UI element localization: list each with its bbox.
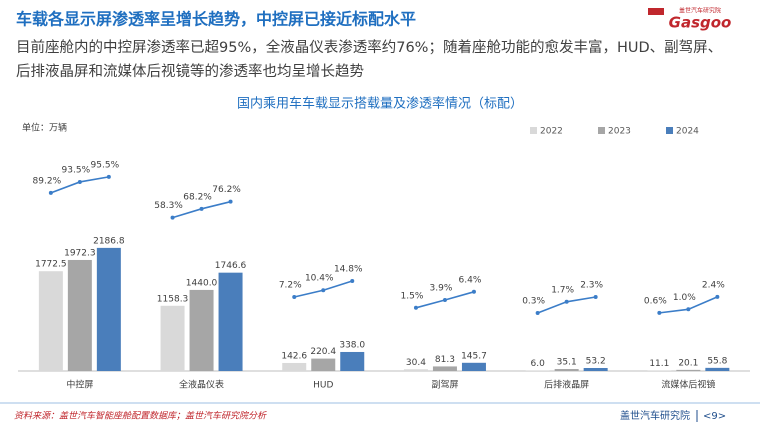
penetration-point [48, 190, 53, 195]
bar-value-label: 220.4 [310, 347, 336, 357]
subtitle-line: 目前座舱内的中控屏渗透率已超95%，全液晶仪表渗透率约76%；随着座舱功能的愈发… [16, 38, 722, 56]
legend-swatch [530, 127, 537, 134]
bar [311, 358, 336, 371]
bar-value-label: 6.0 [530, 359, 545, 369]
bar [282, 362, 307, 371]
x-tick-label: 全液晶仪表 [179, 379, 224, 391]
penetration-line [537, 296, 596, 314]
penetration-label: 93.5% [62, 165, 91, 175]
bar [189, 289, 214, 371]
x-tick-label: 中控屏 [66, 379, 93, 391]
legend-label: 2022 [540, 127, 563, 137]
bar-value-label: 338.0 [339, 340, 365, 350]
penetration-point [471, 289, 476, 294]
logo-sub: 盖世汽车研究院 [679, 7, 721, 15]
penetration-point [564, 299, 569, 304]
penetration-point [350, 278, 355, 283]
penetration-point [106, 174, 111, 179]
bar-value-label: 35.1 [557, 358, 577, 368]
penetration-label: 3.9% [430, 283, 453, 293]
bar [340, 351, 365, 371]
penetration-point [715, 294, 720, 299]
bar [676, 369, 701, 371]
penetration-label: 68.2% [183, 192, 212, 202]
penetration-point [686, 307, 691, 312]
page-number: <9> [703, 411, 726, 422]
bar-value-label: 53.2 [586, 357, 606, 367]
penetration-label: 95.5% [91, 160, 120, 170]
bar [461, 362, 486, 371]
legend-label: 2023 [608, 127, 631, 137]
bar-value-label: 20.1 [678, 358, 698, 368]
bar-value-label: 55.8 [707, 356, 727, 366]
logo-text: Gasgoo [669, 14, 732, 32]
bar-value-label: 1158.3 [157, 294, 189, 304]
bar [432, 366, 457, 371]
x-tick-label: 副驾屏 [431, 380, 458, 391]
x-tick-label: 后排液晶屏 [544, 379, 589, 391]
bar-value-label: 1746.6 [215, 261, 247, 271]
penetration-point [657, 310, 662, 315]
penetration-label: 1.7% [551, 285, 574, 295]
penetration-label: 89.2% [33, 176, 62, 186]
penetration-label: 10.4% [305, 274, 334, 284]
penetration-label: 1.5% [401, 291, 424, 301]
penetration-point [77, 179, 82, 184]
penetration-label: 76.2% [212, 185, 241, 195]
penetration-label: 14.8% [334, 264, 363, 274]
bar [38, 271, 63, 371]
bar-value-label: 2186.8 [93, 236, 125, 246]
penetration-point [292, 294, 297, 299]
penetration-point [535, 311, 540, 316]
legend-label: 2024 [676, 127, 699, 137]
bar [67, 259, 92, 371]
penetration-point [199, 206, 204, 211]
legend-swatch [666, 127, 673, 134]
penetration-label: 2.4% [702, 280, 725, 290]
bar [583, 368, 608, 371]
footer-company: 盖世汽车研究院 [620, 409, 690, 422]
penetration-label: 0.3% [522, 297, 545, 307]
chart-title: 国内乘用车车载显示搭载量及渗透率情况（标配） [237, 96, 523, 112]
bar-value-label: 81.3 [435, 355, 455, 365]
penetration-point [170, 215, 175, 220]
bar [403, 369, 428, 371]
slide-title: 车载各显示屏渗透率呈增长趋势，中控屏已接近标配水平 [16, 10, 416, 29]
bar-value-label: 1772.5 [35, 260, 67, 270]
bar-value-label: 11.1 [649, 359, 669, 369]
bar [96, 247, 121, 371]
unit-label: 单位：万辆 [22, 122, 67, 134]
penetration-point [413, 305, 418, 310]
legend-swatch [598, 127, 605, 134]
penetration-label: 1.0% [673, 293, 696, 303]
bar [647, 370, 672, 371]
subtitle-line: 后排液晶屏和流媒体后视镜等的渗透率也均呈增长趋势 [16, 62, 364, 80]
x-tick-label: HUD [313, 381, 333, 391]
penetration-label: 58.3% [154, 201, 183, 211]
penetration-label: 0.6% [644, 296, 667, 306]
penetration-point [321, 288, 326, 293]
bar-value-label: 30.4 [406, 358, 426, 368]
bar [705, 367, 730, 371]
penetration-point [442, 297, 447, 302]
bar-value-label: 1440.0 [186, 278, 218, 288]
bar [160, 305, 185, 371]
bar-value-label: 142.6 [281, 351, 307, 361]
bar-value-label: 145.7 [461, 351, 487, 361]
source: 资料来源：盖世汽车智能座舱配置数据库；盖世汽车研究院分析 [14, 411, 267, 422]
x-tick-label: 流媒体后视镜 [661, 379, 715, 391]
bar [218, 272, 243, 371]
penetration-label: 6.4% [459, 275, 482, 285]
penetration-label: 2.3% [580, 281, 603, 291]
logo-mark [648, 8, 664, 15]
bar-value-label: 1972.3 [64, 248, 96, 258]
bar [554, 369, 579, 371]
penetration-label: 7.2% [279, 280, 302, 290]
penetration-point [228, 199, 233, 204]
penetration-point [593, 295, 598, 300]
